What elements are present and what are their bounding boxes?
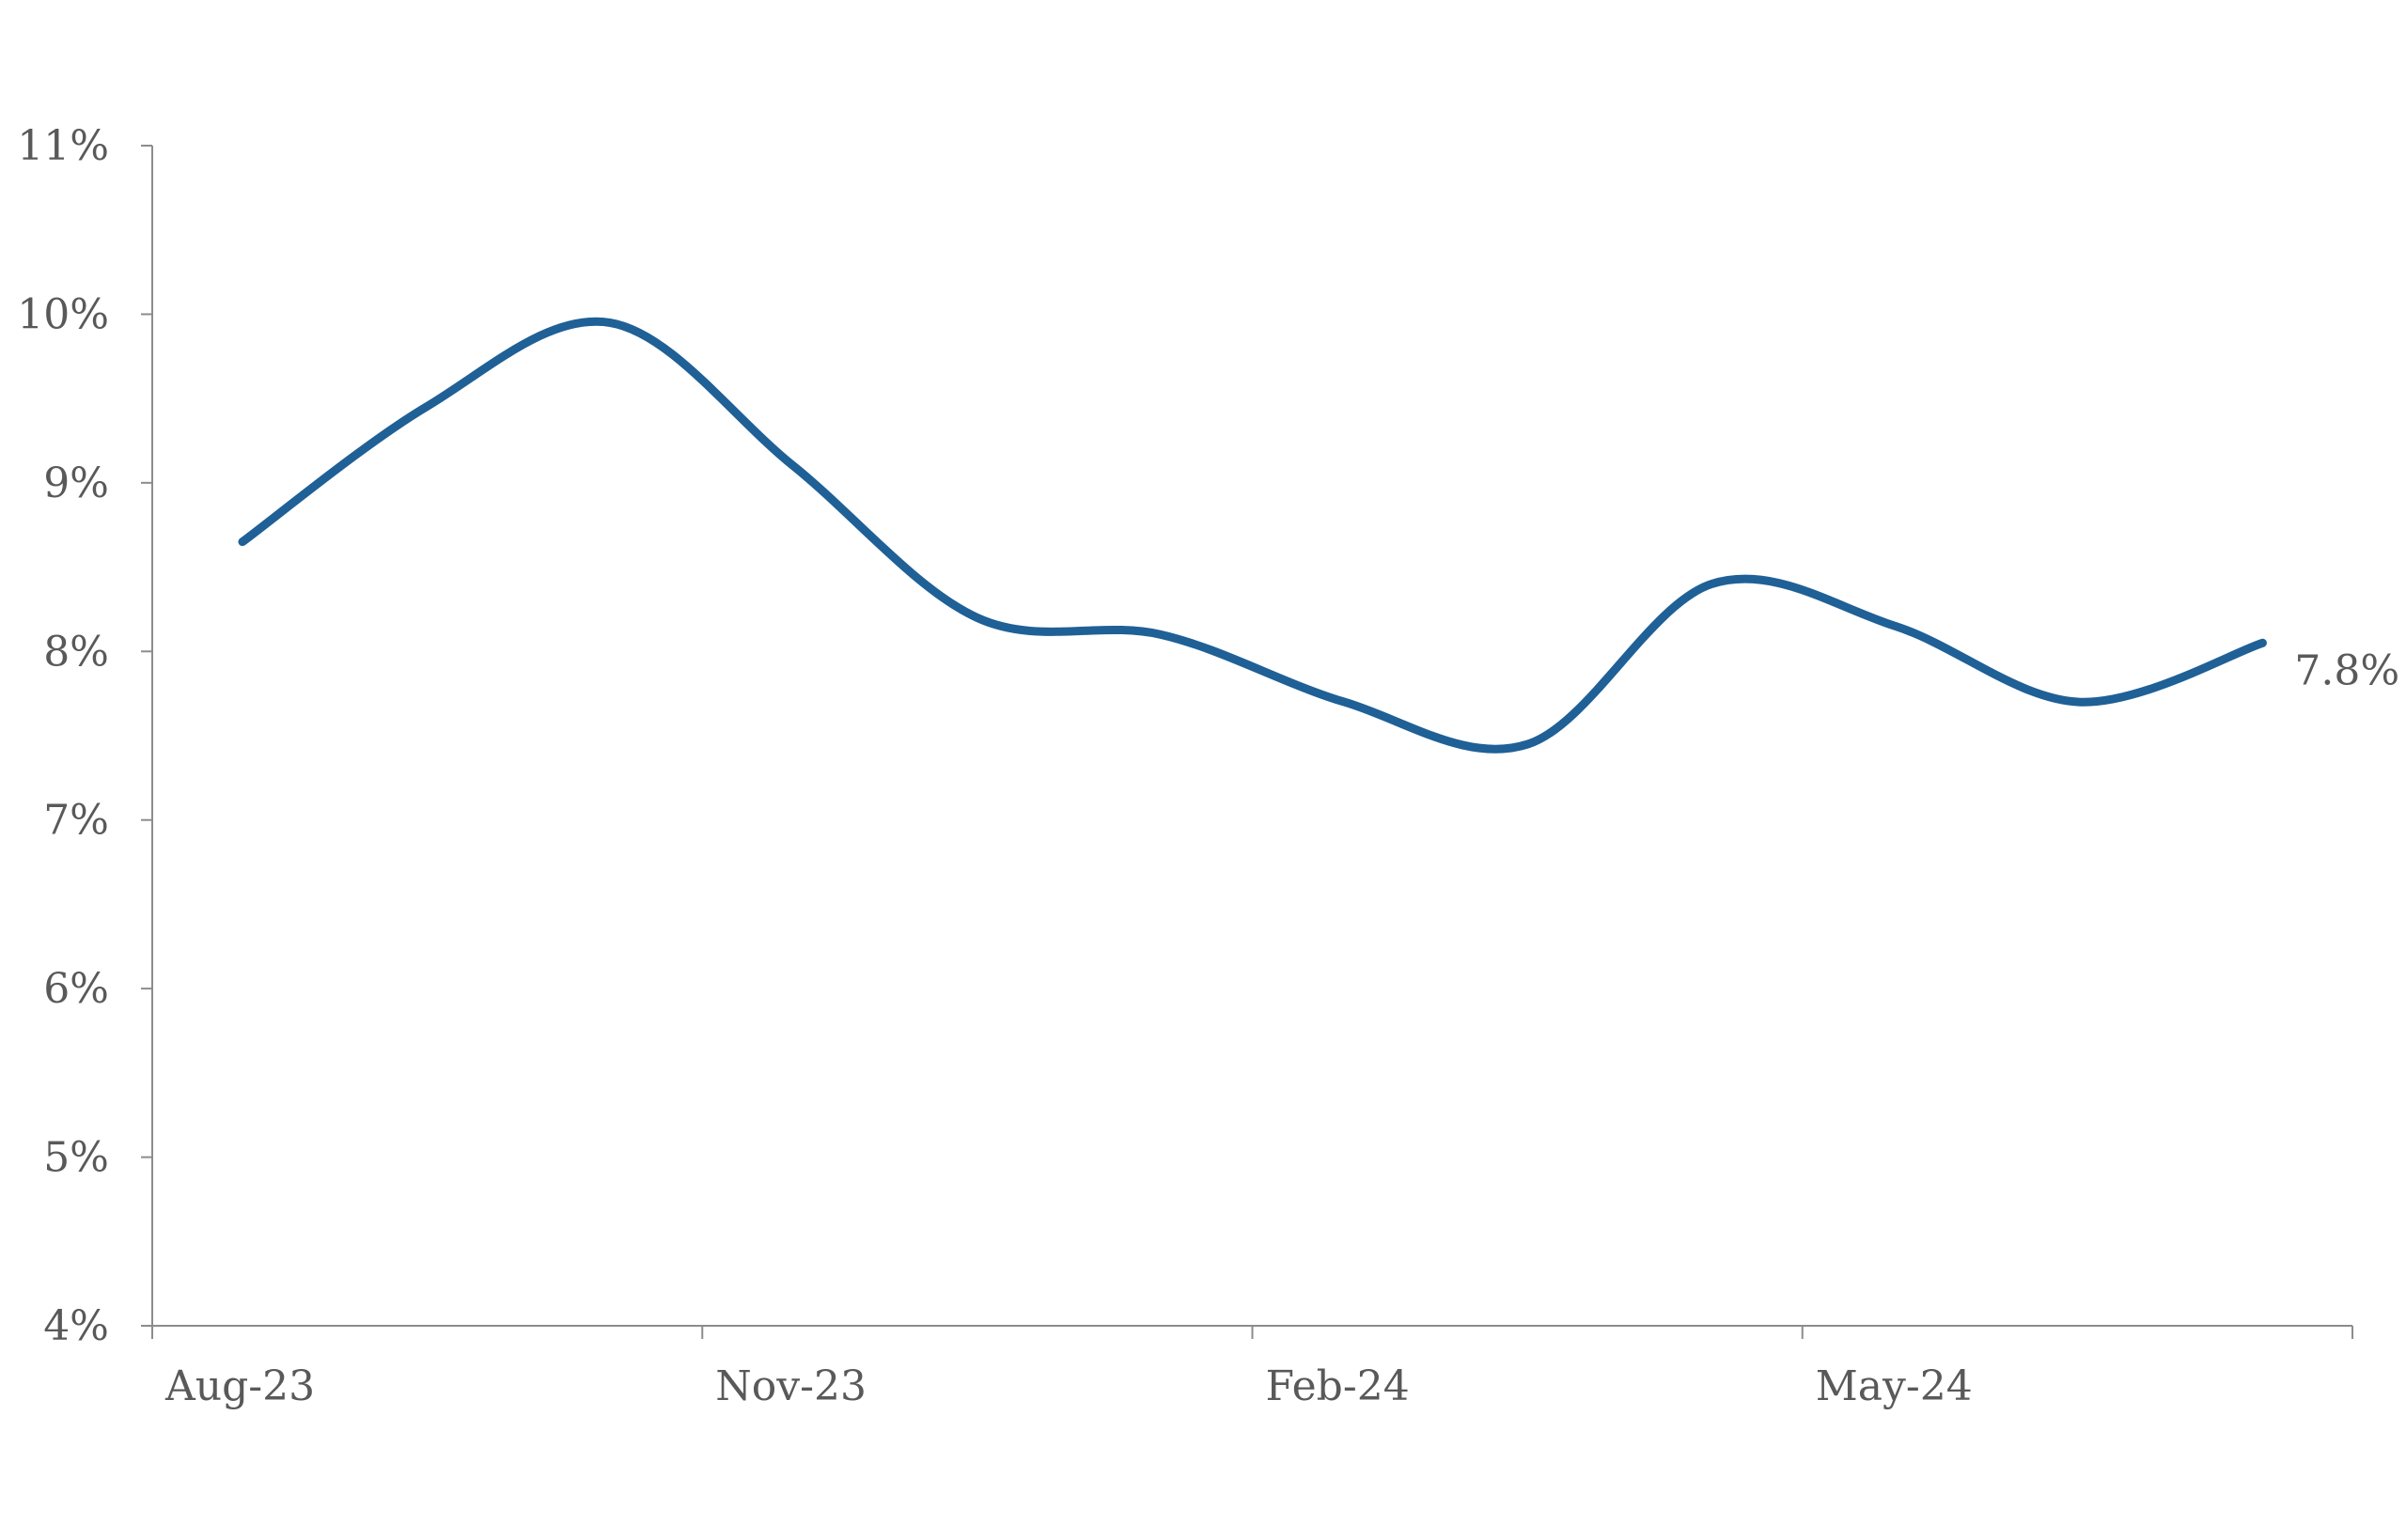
data-point bbox=[1527, 743, 1528, 744]
y-tick-label: 6% bbox=[43, 965, 109, 1013]
x-tick-label: Feb-24 bbox=[1266, 1362, 1410, 1410]
data-point bbox=[426, 407, 427, 408]
series-line bbox=[238, 317, 2267, 754]
data-point bbox=[976, 617, 977, 618]
x-tick-label: Aug-23 bbox=[164, 1362, 315, 1410]
series-layer bbox=[238, 317, 2267, 754]
data-point bbox=[2262, 643, 2263, 644]
data-point bbox=[1711, 583, 1712, 584]
y-tick-label: 5% bbox=[43, 1134, 109, 1182]
y-tick-label: 9% bbox=[43, 459, 109, 507]
x-axis: Aug-23 Nov-23 Feb-24 May-24 bbox=[151, 1325, 2353, 1410]
data-point bbox=[242, 541, 243, 542]
x-tick-label: May-24 bbox=[1816, 1362, 1973, 1410]
data-point bbox=[1895, 626, 1896, 627]
data-point bbox=[609, 322, 610, 323]
data-point bbox=[1161, 634, 1162, 635]
y-tick-label: 11% bbox=[17, 122, 109, 170]
last-value-label: 7.8% bbox=[2294, 646, 2399, 694]
y-tick-label: 4% bbox=[43, 1302, 109, 1350]
y-tick-label: 8% bbox=[43, 628, 109, 676]
y-tick-label: 7% bbox=[43, 797, 109, 845]
data-point bbox=[2079, 702, 2080, 703]
data-point bbox=[1344, 702, 1345, 703]
data-point bbox=[793, 465, 794, 466]
y-tick-label: 10% bbox=[17, 290, 109, 338]
x-tick-label: Nov-23 bbox=[715, 1362, 867, 1410]
y-axis: 4% 5% 6% 7% 8% 9% 10% 11% bbox=[17, 122, 153, 1350]
